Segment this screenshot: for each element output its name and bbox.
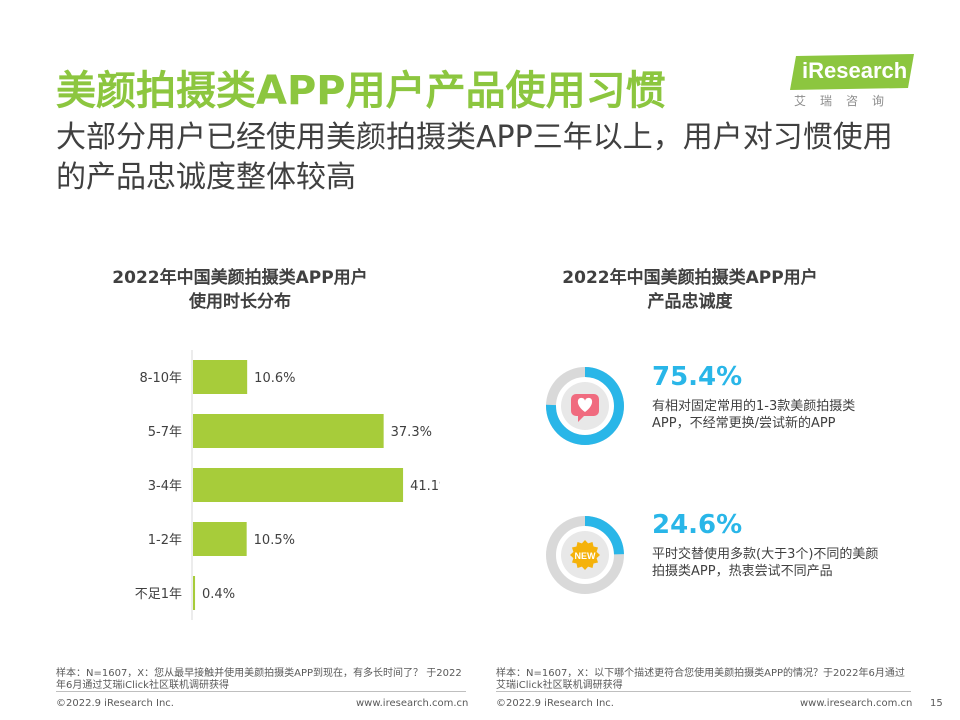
ring-value	[546, 516, 624, 594]
iresearch-logo: iResearch 艾瑞咨询	[790, 54, 914, 108]
logo-cn-text: 艾瑞咨询	[794, 94, 899, 108]
bar	[193, 576, 196, 610]
left-sample-note: 样本：N=1607，X：您从最早接触并使用美颜拍摄类APP到现在，有多长时间了？…	[56, 668, 462, 691]
page-title: 美颜拍摄类APP用户产品使用习惯	[56, 68, 666, 114]
footer-copyright-left: ©2022.9 iResearch Inc.	[56, 698, 174, 709]
value-label: 41.1%	[410, 479, 440, 494]
logo-shape	[790, 54, 914, 90]
duration-chart-title: 2022年中国美颜拍摄类APP用户 使用时长分布	[112, 268, 368, 312]
category-label: 1-2年	[148, 533, 182, 548]
page-number: 15	[930, 698, 943, 709]
footer-site-left: www.iresearch.com.cn	[356, 698, 469, 709]
value-label: 10.6%	[254, 371, 295, 386]
heart-chat-icon	[571, 394, 599, 422]
right-sample-note: 样本：N=1607，X：以下哪个描述更符合您使用美颜拍摄类APP的情况？于202…	[496, 668, 905, 691]
stat-value: 75.4%	[652, 362, 743, 392]
bar	[193, 468, 404, 502]
loyalty-ring-24: NEW	[546, 516, 624, 594]
ring-value	[546, 367, 624, 445]
category-label: 3-4年	[148, 479, 182, 494]
footer-copyright-right: ©2022.9 iResearch Inc.	[496, 698, 614, 709]
category-label: 5-7年	[148, 425, 182, 440]
footer-rule-right	[496, 691, 911, 692]
loyalty-ring-75	[546, 367, 624, 445]
stat-description: 有相对固定常用的1-3款美颜拍摄类APP，不经常更换/尝试新的APP	[652, 399, 856, 431]
stat-description: 平时交替使用多款(大于3个)不同的美颜拍摄类APP，热衷尝试不同产品	[652, 547, 879, 579]
chat-tail	[578, 415, 585, 422]
bar	[193, 522, 247, 556]
loyalty-stat-fixed: 75.4% 有相对固定常用的1-3款美颜拍摄类APP，不经常更换/尝试新的APP	[652, 362, 882, 432]
bar	[193, 360, 248, 394]
category-label: 不足1年	[135, 587, 182, 602]
badge-star	[570, 540, 600, 570]
loyalty-stat-switching: 24.6% 平时交替使用多款(大于3个)不同的美颜拍摄类APP，热衷尝试不同产品	[652, 510, 882, 580]
footer-rule-left	[56, 691, 466, 692]
value-label: 37.3%	[391, 425, 432, 440]
loyalty-chart-title: 2022年中国美颜拍摄类APP用户 产品忠诚度	[562, 268, 818, 312]
bar	[193, 414, 384, 448]
footer-site-right: www.iresearch.com.cn	[800, 698, 913, 709]
category-label: 8-10年	[139, 371, 182, 386]
badge-text: NEW	[575, 551, 597, 561]
stat-value: 24.6%	[652, 510, 743, 540]
page-subtitle: 大部分用户已经使用美颜拍摄类APP三年以上，用户对习惯使用的产品忠诚度整体较高	[56, 120, 893, 195]
heart-shape	[577, 397, 593, 412]
logo-text: iResearch	[802, 58, 908, 83]
value-label: 0.4%	[202, 587, 235, 602]
new-badge-icon: NEW	[570, 540, 600, 570]
duration-bar-chart: 8-10年 10.6% 5-7年 37.3% 3-4年 41.1% 1-2年 10.5% 不足1…	[135, 350, 440, 620]
value-label: 10.5%	[254, 533, 295, 548]
